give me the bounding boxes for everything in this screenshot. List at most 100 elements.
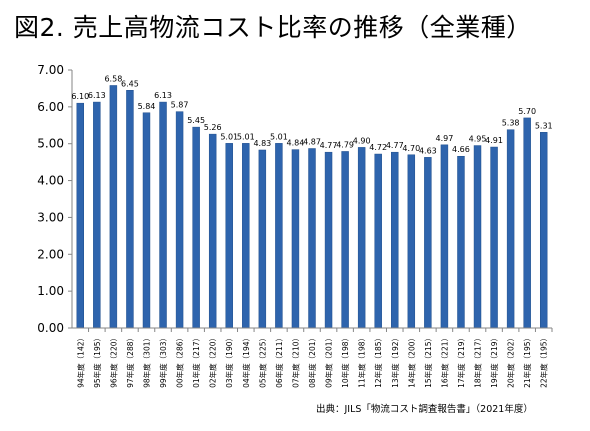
data-label: 4.97	[436, 134, 454, 143]
x-tick-label: 07年度（210）	[290, 334, 300, 388]
bar	[275, 143, 283, 329]
bar	[490, 146, 498, 329]
data-label: 4.91	[485, 136, 503, 145]
x-tick-label: 98年度（301）	[141, 334, 151, 388]
bar	[192, 126, 200, 329]
data-label: 6.58	[104, 74, 122, 83]
data-label: 5.87	[171, 101, 189, 110]
bar	[208, 133, 217, 329]
bar	[357, 147, 366, 329]
data-label: 4.83	[253, 139, 271, 148]
data-label: 4.63	[419, 146, 437, 155]
bar	[341, 151, 349, 329]
data-label: 4.95	[469, 135, 487, 144]
x-tick-label: 16年度（221）	[439, 334, 449, 388]
bar-series	[76, 85, 548, 329]
x-tick-label: 96年度（220）	[108, 334, 118, 388]
data-label: 4.87	[303, 138, 321, 147]
bar	[374, 153, 382, 329]
bar	[324, 151, 333, 329]
x-tick-label: 10年度（198）	[340, 334, 350, 388]
x-tick-label: 97年度（288）	[125, 334, 135, 388]
bar	[93, 101, 101, 329]
bar	[473, 145, 482, 329]
data-label: 6.13	[88, 91, 106, 100]
y-tick-label: 4.00	[37, 174, 64, 188]
bar	[142, 112, 151, 329]
x-tick-label: 01年度（217）	[191, 334, 201, 388]
bar	[440, 144, 449, 329]
data-label: 5.38	[502, 119, 520, 128]
x-tick-label: 09年度（201）	[324, 334, 334, 388]
x-tick-label: 22年度（195）	[539, 334, 549, 388]
source-note: 出典：JILS「物流コスト調査報告書」（2021年度）	[316, 404, 533, 415]
x-tick-label: 15年度（215）	[423, 334, 433, 388]
data-label: 5.26	[204, 123, 222, 132]
y-tick-label: 0.00	[37, 321, 64, 335]
data-label: 4.66	[452, 145, 470, 154]
data-label: 6.13	[154, 91, 172, 100]
data-label: 4.90	[353, 136, 371, 145]
y-tick-label: 6.00	[37, 100, 64, 114]
data-label: 6.10	[71, 92, 89, 101]
x-tick-label: 00年度（286）	[175, 334, 185, 388]
x-tick-label: 95年度（195）	[92, 334, 102, 388]
bar	[539, 132, 548, 329]
data-label: 6.45	[121, 79, 139, 88]
bar	[109, 85, 118, 329]
x-tick-label: 94年度（142）	[75, 334, 85, 388]
x-tick-label: 06年度（211）	[274, 334, 284, 388]
x-tick-label: 18年度（217）	[473, 334, 483, 388]
bar	[291, 149, 300, 329]
data-label: 4.70	[402, 144, 420, 153]
data-label: 5.84	[138, 102, 156, 111]
bar	[523, 117, 531, 329]
x-tick-label: 08年度（201）	[307, 334, 317, 388]
data-label: 5.01	[237, 132, 255, 141]
x-tick-label: 20年度（202）	[506, 334, 516, 388]
data-label: 4.72	[369, 143, 387, 152]
y-tick-label: 3.00	[37, 210, 64, 224]
page-title: 図2. 売上高物流コスト比率の推移（全業種）	[14, 13, 532, 42]
x-tick-label: 21年度（195）	[522, 334, 532, 388]
bar	[175, 111, 184, 329]
data-label: 5.70	[518, 107, 536, 116]
x-tick-label: 99年度（303）	[158, 334, 168, 388]
x-tick-label: 12年度（185）	[373, 334, 383, 388]
x-tick-label: 14年度（200）	[406, 334, 416, 388]
data-label: 5.45	[187, 116, 205, 125]
data-label: 4.84	[287, 139, 305, 148]
x-tick-label: 17年度（219）	[456, 334, 466, 388]
x-tick-label: 02年度（220）	[208, 334, 218, 388]
bar	[126, 90, 134, 329]
bar	[159, 101, 167, 329]
data-label: 4.79	[336, 140, 354, 149]
bar	[457, 155, 465, 329]
y-tick-label: 2.00	[37, 247, 64, 261]
y-tick-label: 5.00	[37, 137, 64, 151]
data-label: 4.77	[320, 141, 338, 150]
data-label: 4.77	[386, 141, 404, 150]
x-tick-label: 19年度（219）	[489, 334, 499, 388]
bar	[225, 143, 233, 329]
bar	[424, 157, 432, 329]
x-tick-label: 04年度（194）	[241, 334, 251, 388]
x-tick-label: 05年度（225）	[257, 334, 267, 388]
x-tick-label: 13年度（192）	[390, 334, 400, 388]
bar	[391, 151, 399, 329]
x-tick-label: 11年度（198）	[357, 334, 367, 388]
bar	[76, 102, 85, 329]
x-tick-label: 03年度（190）	[224, 334, 234, 388]
bar	[308, 148, 316, 329]
bar	[242, 143, 250, 329]
bar	[258, 149, 267, 329]
bar	[407, 154, 416, 329]
data-label: 5.31	[535, 121, 553, 130]
y-tick-label: 7.00	[37, 63, 64, 77]
y-tick-label: 1.00	[37, 284, 64, 298]
data-label: 5.01	[220, 132, 238, 141]
data-labels: 6.106.136.586.455.846.135.875.455.265.01…	[71, 74, 552, 155]
data-label: 5.01	[270, 132, 288, 141]
bar	[506, 129, 515, 329]
